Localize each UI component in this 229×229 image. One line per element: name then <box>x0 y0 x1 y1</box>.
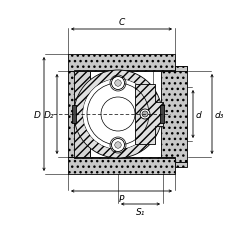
Circle shape <box>111 139 124 152</box>
Circle shape <box>114 80 121 87</box>
Text: B₁: B₁ <box>116 79 125 88</box>
Circle shape <box>141 112 147 117</box>
Bar <box>68 55 174 72</box>
Wedge shape <box>91 88 144 141</box>
Circle shape <box>83 80 152 149</box>
Wedge shape <box>74 71 161 158</box>
Bar <box>174 67 186 72</box>
Circle shape <box>114 142 121 149</box>
Circle shape <box>91 88 144 141</box>
Text: S₁: S₁ <box>135 207 144 216</box>
Polygon shape <box>160 67 186 162</box>
Polygon shape <box>134 85 162 144</box>
Circle shape <box>139 109 149 120</box>
Text: P: P <box>118 194 124 203</box>
Polygon shape <box>74 72 90 157</box>
Text: D₂: D₂ <box>43 110 54 119</box>
Circle shape <box>101 98 134 131</box>
Bar <box>72 106 76 123</box>
Text: C: C <box>118 18 124 27</box>
Polygon shape <box>74 71 174 72</box>
Circle shape <box>111 77 124 90</box>
Text: d: d <box>195 110 201 119</box>
Bar <box>68 72 90 157</box>
Bar <box>159 106 163 123</box>
Polygon shape <box>74 157 174 158</box>
Bar <box>68 157 174 174</box>
Bar <box>174 162 186 167</box>
Text: D: D <box>34 110 41 119</box>
Text: d₃: d₃ <box>214 110 224 119</box>
